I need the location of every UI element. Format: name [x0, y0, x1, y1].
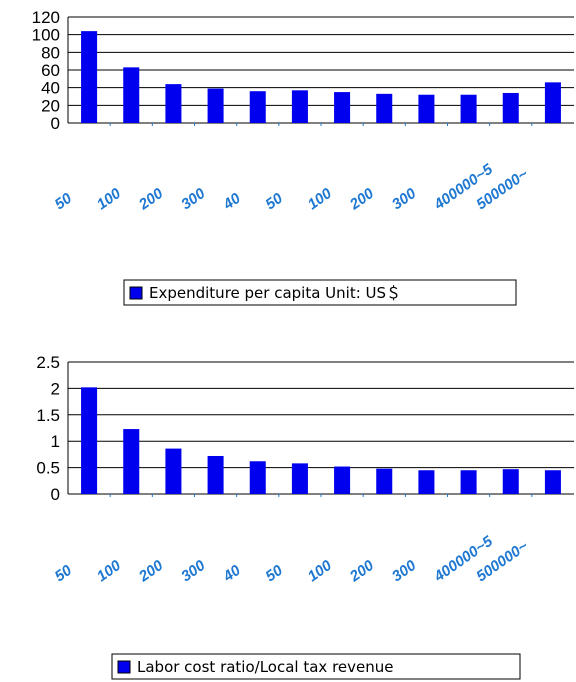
y-tick-label: 1.5: [36, 406, 60, 425]
bar: [418, 470, 435, 494]
y-tick-label: 20: [41, 96, 60, 115]
x-tick-label: 100: [94, 185, 125, 214]
y-tick-label: 100: [32, 26, 60, 45]
x-tick-label: 100: [305, 185, 336, 214]
bar: [81, 387, 98, 494]
bar: [249, 461, 266, 494]
y-tick-label: 0: [51, 114, 60, 133]
y-tick-label: 120: [32, 8, 60, 27]
x-tick-label: 200: [346, 557, 378, 586]
x-tick-label: 300: [178, 557, 209, 586]
x-tick-label: 300: [389, 185, 420, 214]
legend-swatch: [129, 286, 143, 300]
y-tick-label: 1: [51, 432, 60, 451]
x-tick-label: 300: [389, 557, 420, 586]
bar: [207, 88, 224, 123]
bar: [544, 470, 561, 494]
x-tick-label: 100: [305, 557, 336, 586]
y-tick-label: 2: [51, 379, 60, 398]
y-tick-label: 80: [41, 43, 60, 62]
bar: [460, 470, 477, 494]
bar: [334, 92, 351, 123]
x-tick-label: 50: [52, 189, 76, 213]
x-tick-label: 50: [262, 189, 286, 213]
x-tick-label: 40: [219, 561, 244, 585]
bar: [207, 455, 224, 494]
x-tick-label: 50: [262, 561, 286, 585]
x-tick-label: 40: [219, 189, 244, 213]
x-tick-label: 200: [135, 557, 167, 586]
bar: [460, 94, 477, 123]
bar: [123, 67, 140, 123]
bar: [502, 92, 519, 123]
legend-box: [123, 279, 517, 306]
y-tick-label: 60: [41, 61, 60, 80]
x-tick-label: 300: [178, 185, 209, 214]
y-tick-label: 40: [41, 79, 60, 98]
bar: [249, 91, 266, 123]
bar: [376, 468, 393, 494]
legend-box: [111, 653, 521, 680]
bar: [418, 94, 435, 123]
y-tick-label: 2.5: [36, 353, 60, 372]
legend-swatch: [117, 660, 131, 674]
bar: [334, 466, 351, 494]
bar: [376, 93, 393, 123]
bar: [165, 84, 182, 123]
bar: [291, 90, 308, 123]
bar: [291, 463, 308, 494]
bar: [502, 469, 519, 494]
chart-labor-cost-ratio: 00.511.522.550 100 200 300 40 50 100 200 300 4000…: [36, 353, 574, 680]
bar: [81, 31, 98, 124]
bar: [123, 429, 140, 494]
y-tick-label: 0: [51, 485, 60, 504]
y-tick-label: 0.5: [36, 459, 60, 478]
legend-label: Labor cost ratio/Local tax revenue: [137, 658, 394, 676]
x-tick-label: 50: [52, 561, 76, 585]
x-tick-label: 100: [94, 557, 125, 586]
x-tick-label: 200: [346, 185, 378, 214]
bar: [165, 448, 182, 494]
legend-label: Expenditure per capita Unit: US＄: [149, 284, 401, 302]
bar: [544, 82, 561, 123]
x-tick-label: 200: [135, 185, 167, 214]
